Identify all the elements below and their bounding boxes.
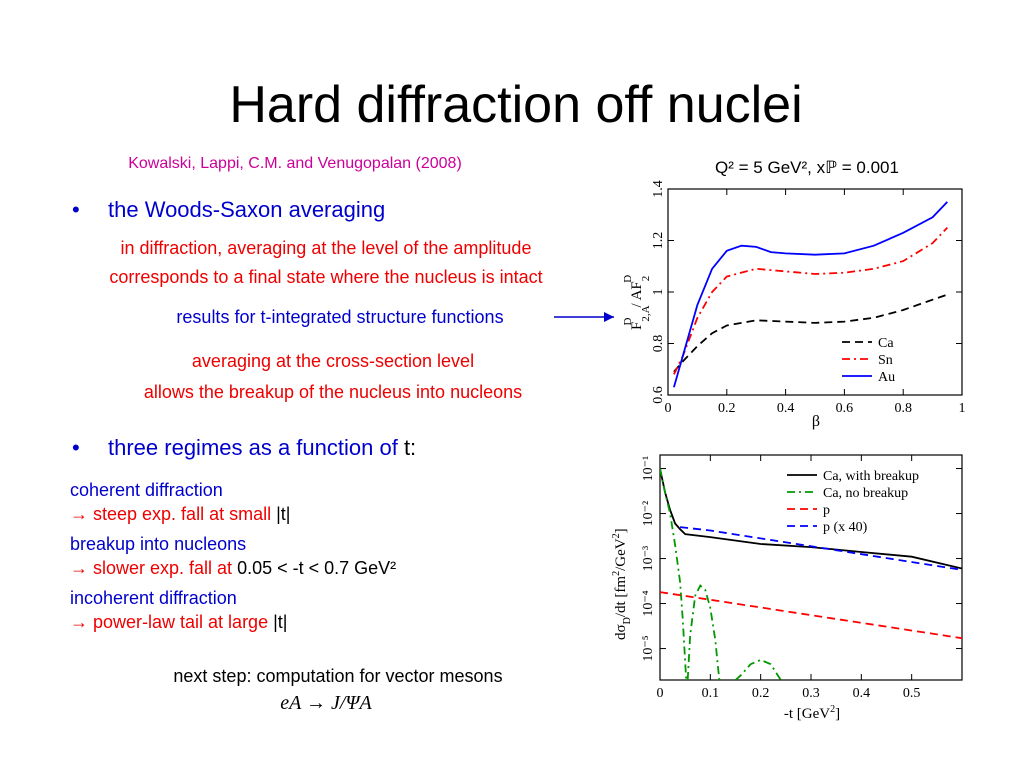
x-tick-label: 0 (665, 401, 672, 416)
x-tick-label: 0.3 (802, 686, 820, 701)
y-label-part: 2,A (640, 305, 652, 321)
regime-name: incoherent diffraction (70, 588, 237, 608)
x-tick-label: 0.4 (853, 686, 871, 701)
series-line (673, 226, 948, 375)
next-step: next step: computation for vector mesons (173, 666, 502, 686)
regime-text: → steep exp. fall at small (70, 504, 276, 524)
regime-name: breakup into nucleons (70, 534, 246, 554)
x-tick-label: 0.6 (836, 401, 854, 416)
y-tick-label: 1.4 (651, 180, 666, 198)
bullet-dot: • (72, 197, 80, 222)
regime-text: → slower exp. fall at (70, 558, 237, 578)
note: averaging at the cross-section level (192, 351, 474, 371)
bullet-dot: • (72, 435, 80, 460)
legend-label: Ca, with breakup (823, 469, 919, 484)
regime-text: → power-law tail at large (70, 612, 273, 632)
plot-lines (673, 201, 948, 388)
chart-title: Q² = 5 GeV², xℙ = 0.001 (715, 158, 899, 177)
x-label-part: -t [GeV (784, 706, 830, 722)
series-line (660, 591, 962, 640)
y-label-part: D (622, 617, 633, 624)
x-axis-label: -t [GeV2] (784, 704, 840, 722)
x-label-part: ] (835, 706, 840, 722)
legend-label: p (823, 503, 830, 518)
y-axis-label: F2,AD/ AF2D (622, 275, 652, 330)
x-tick-label: 0.1 (702, 686, 720, 701)
series-line (673, 201, 948, 388)
x-tick-label: 0.5 (903, 686, 921, 701)
regime-var: |t| (273, 612, 287, 632)
legend-label: Au (878, 370, 895, 385)
y-axis-label: dσD/dt [fm2/GeV2] (611, 528, 633, 640)
y-tick-label: 0.6 (651, 386, 666, 404)
x-tick-label: 1 (959, 401, 966, 416)
legend-label: p (x 40) (823, 520, 868, 535)
citation: Kowalski, Lappi, C.M. and Venugopalan (2… (128, 155, 462, 172)
x-axis-label: β (812, 413, 820, 430)
note: allows the breakup of the nucleus into n… (144, 382, 522, 402)
y-label-part: /dt [fm (613, 576, 629, 618)
regime-var: |t| (276, 504, 290, 524)
plot-frame (659, 454, 963, 681)
regime-name: coherent diffraction (70, 480, 223, 500)
y-label-part: D (622, 317, 634, 325)
series-line (673, 293, 948, 373)
y-label-part: F (629, 322, 645, 330)
series-line (679, 526, 962, 571)
x-tick-label: 0.2 (752, 686, 770, 701)
legend-label: Ca (878, 336, 894, 351)
bullet: the Woods-Saxon averaging (108, 197, 385, 222)
regime-var: 0.05 < -t < 0.7 GeV² (237, 558, 396, 578)
y-label-part: 2 (640, 276, 652, 282)
bullet-text: three regimes as a function of (108, 435, 404, 460)
regime-desc: → power-law tail at large |t| (70, 612, 287, 632)
x-tick-label: 0.4 (777, 401, 795, 416)
y-label-part: dσ (613, 624, 629, 640)
arrow-note: results for t-integrated structure funct… (176, 307, 503, 327)
y-label-part: 2 (611, 571, 622, 576)
x-tick-label: 0.2 (718, 401, 736, 416)
note: corresponds to a final state where the n… (109, 267, 542, 287)
y-label-part: / AF (629, 281, 645, 307)
y-tick-label: 0.8 (651, 335, 666, 353)
y-label-part: D (622, 275, 634, 283)
legend-label: Ca, no breakup (823, 486, 908, 501)
series-line (660, 468, 782, 680)
bullet: three regimes as a function of t: (108, 435, 416, 460)
y-tick-label: 1 (651, 289, 666, 296)
x-tick-label: 0.8 (894, 401, 912, 416)
y-tick-label: 1.2 (651, 232, 666, 250)
note: in diffraction, averaging at the level o… (121, 238, 532, 258)
regimes: coherent diffraction → steep exp. fall a… (70, 480, 396, 632)
y-tick-label: 10⁻³ (641, 546, 656, 572)
y-tick-label: 10⁻⁵ (641, 635, 656, 661)
bullet-var: t: (404, 435, 416, 460)
legend-label: Sn (878, 353, 893, 368)
y-tick-label: 10⁻² (641, 501, 656, 527)
arrow-head (604, 312, 614, 322)
regime-desc: → steep exp. fall at small |t| (70, 504, 290, 524)
plot-lines (660, 468, 962, 680)
slide-title: Hard diffraction off nuclei (229, 76, 802, 134)
x-tick-label: 0 (657, 686, 664, 701)
y-tick-label: 10⁻¹ (641, 456, 656, 482)
y-label-part: 2 (611, 533, 622, 538)
y-label-part: /GeV (613, 538, 629, 571)
regime-desc: → slower exp. fall at 0.05 < -t < 0.7 Ge… (70, 558, 396, 578)
y-tick-label: 10⁻⁴ (641, 590, 656, 616)
formula: eA → J/ΨA (280, 692, 372, 714)
y-label-part: ] (613, 528, 629, 533)
x-label-part: 2 (830, 704, 835, 715)
